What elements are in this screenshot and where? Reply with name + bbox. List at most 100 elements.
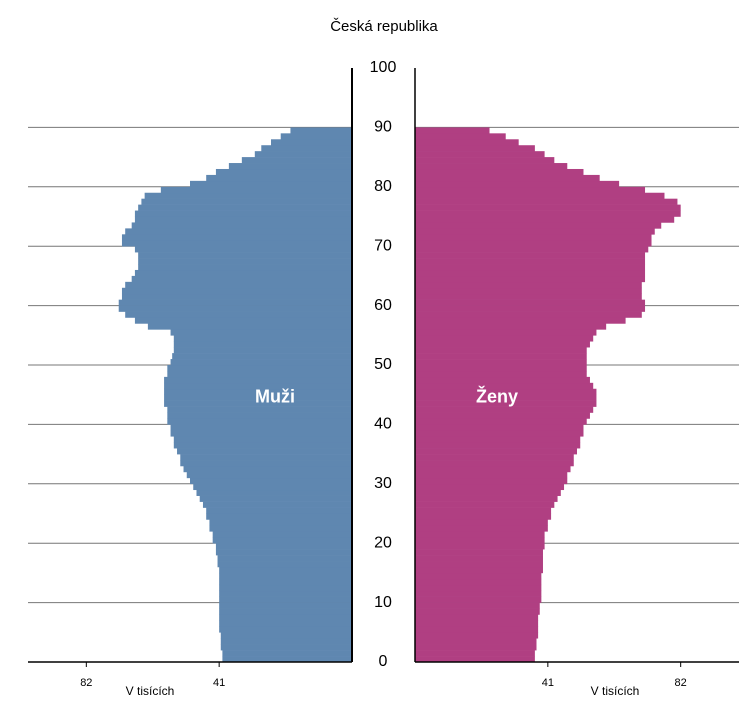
bar (415, 578, 542, 586)
x-tick-label: 82 (675, 677, 687, 689)
bar (215, 543, 352, 550)
bar (415, 145, 535, 152)
bar (415, 430, 584, 437)
bar (170, 424, 352, 431)
bar (415, 620, 539, 627)
bar (415, 258, 646, 265)
bar (415, 549, 543, 556)
bar (164, 394, 352, 401)
bar (196, 489, 352, 496)
bar (261, 145, 352, 152)
bar (167, 412, 352, 419)
y-tick-label: 10 (374, 594, 392, 611)
bar (415, 638, 537, 645)
bar (220, 632, 352, 639)
bar (219, 614, 352, 621)
bar (415, 572, 542, 580)
bar (125, 311, 352, 318)
bar (138, 252, 352, 259)
bar (415, 180, 620, 188)
bar (170, 359, 352, 366)
bar (219, 596, 352, 603)
bar (415, 555, 543, 562)
y-tick-label: 20 (374, 534, 392, 551)
bar (415, 157, 555, 164)
bar (164, 388, 352, 395)
series-label: Muži (255, 386, 295, 406)
bar (173, 341, 352, 348)
bar (118, 305, 352, 312)
y-tick-label: 0 (379, 653, 388, 670)
bar (219, 608, 352, 615)
bar (118, 299, 352, 306)
bar (164, 400, 352, 407)
bar (415, 353, 587, 360)
bar (206, 174, 352, 182)
bar (415, 412, 590, 419)
x-axis-label: V tisících (591, 684, 640, 698)
bar (415, 626, 539, 633)
bar (415, 317, 626, 324)
bar (219, 566, 352, 574)
bar (206, 507, 352, 514)
bar (219, 578, 352, 586)
bar (415, 632, 539, 639)
bar (415, 252, 646, 259)
bar (219, 584, 352, 592)
bar (415, 204, 681, 211)
bar (212, 531, 352, 538)
series-label: Ženy (476, 385, 518, 406)
bar (219, 620, 352, 627)
bar (173, 436, 352, 443)
bar (172, 353, 352, 360)
bar (415, 448, 577, 455)
bar (173, 442, 352, 449)
bar (415, 127, 490, 134)
bar (415, 275, 646, 283)
y-tick-label: 60 (374, 297, 392, 314)
bar (415, 471, 568, 479)
bar (415, 584, 542, 592)
bar (415, 614, 539, 621)
bar (138, 264, 352, 271)
bar (180, 454, 352, 461)
bar (147, 323, 352, 330)
y-tick-label: 40 (374, 416, 392, 433)
bar (164, 382, 352, 390)
x-tick-label: 82 (80, 677, 92, 689)
bar (134, 216, 352, 223)
bar (254, 151, 352, 158)
bar (415, 216, 675, 223)
bar (415, 287, 642, 295)
bar (415, 460, 574, 467)
bar (125, 228, 352, 235)
bar (415, 323, 607, 330)
bar (415, 656, 535, 663)
bar (290, 127, 352, 134)
bar (167, 365, 352, 372)
bar (209, 525, 352, 532)
x-tick-label: 41 (542, 677, 554, 689)
bar (415, 525, 548, 532)
bar (415, 436, 581, 443)
y-tick-label: 90 (374, 119, 392, 136)
bar (167, 418, 352, 425)
bar (134, 210, 352, 217)
bar (134, 269, 352, 277)
bar (415, 543, 545, 550)
bar (415, 335, 594, 342)
bar (215, 168, 352, 176)
bar (131, 275, 352, 283)
bar (415, 347, 587, 354)
x-tick-label: 41 (213, 677, 225, 689)
bar (415, 650, 535, 657)
bar (415, 168, 584, 176)
bar (121, 234, 353, 241)
bar (219, 602, 352, 609)
y-tick-label: 50 (374, 356, 392, 373)
bar (125, 281, 352, 289)
bar (415, 507, 552, 514)
bar (167, 406, 352, 413)
bar (415, 210, 681, 217)
